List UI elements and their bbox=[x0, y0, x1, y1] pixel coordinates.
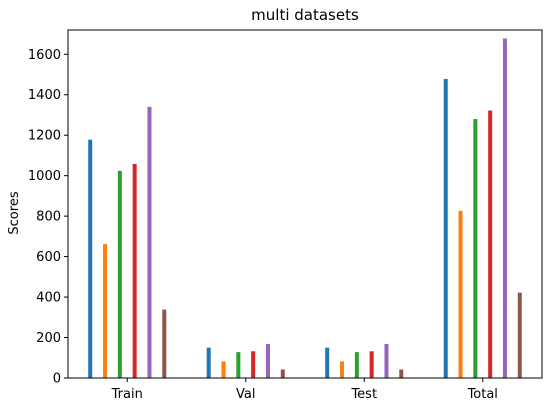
bar bbox=[502, 38, 507, 378]
bar bbox=[103, 244, 108, 378]
y-tick-label: 200 bbox=[36, 331, 61, 346]
chart-title: multi datasets bbox=[251, 6, 359, 24]
bar bbox=[384, 344, 389, 378]
x-tick-label: Val bbox=[236, 387, 255, 402]
bar bbox=[369, 351, 374, 378]
bar bbox=[354, 352, 359, 378]
bar bbox=[325, 347, 330, 378]
bar bbox=[162, 309, 167, 378]
bar bbox=[117, 170, 122, 378]
bar bbox=[236, 352, 241, 378]
bar bbox=[399, 369, 404, 378]
x-axis-ticks: Train Val Test Total bbox=[111, 378, 498, 402]
y-tick-label: 0 bbox=[53, 372, 61, 387]
bar bbox=[443, 78, 448, 378]
x-tick-label: Total bbox=[467, 387, 498, 402]
y-tick-label: 800 bbox=[36, 210, 61, 225]
plot-frame bbox=[67, 29, 543, 379]
y-axis-label: Scores bbox=[7, 191, 22, 234]
bars-group bbox=[88, 38, 522, 379]
bar bbox=[221, 361, 226, 378]
x-tick-label: Train bbox=[111, 387, 143, 402]
bar bbox=[488, 110, 493, 379]
bar bbox=[473, 119, 478, 378]
y-tick-label: 1200 bbox=[28, 129, 61, 144]
bar bbox=[132, 163, 137, 378]
y-axis-ticks: 0 200 400 600 800 1000 1200 1400 1600 bbox=[28, 48, 68, 387]
bar bbox=[517, 292, 522, 378]
bar bbox=[147, 106, 152, 378]
y-tick-label: 400 bbox=[36, 291, 61, 306]
y-tick-label: 1000 bbox=[28, 169, 61, 184]
bar bbox=[251, 351, 256, 378]
x-tick-label: Test bbox=[350, 387, 377, 402]
bar bbox=[458, 210, 463, 378]
bar bbox=[88, 139, 93, 378]
bar bbox=[280, 369, 285, 378]
bar bbox=[206, 347, 211, 378]
bar bbox=[340, 361, 345, 378]
y-tick-label: 1400 bbox=[28, 88, 61, 103]
bar bbox=[265, 344, 270, 378]
y-tick-label: 1600 bbox=[28, 48, 61, 63]
y-tick-label: 600 bbox=[36, 250, 61, 265]
